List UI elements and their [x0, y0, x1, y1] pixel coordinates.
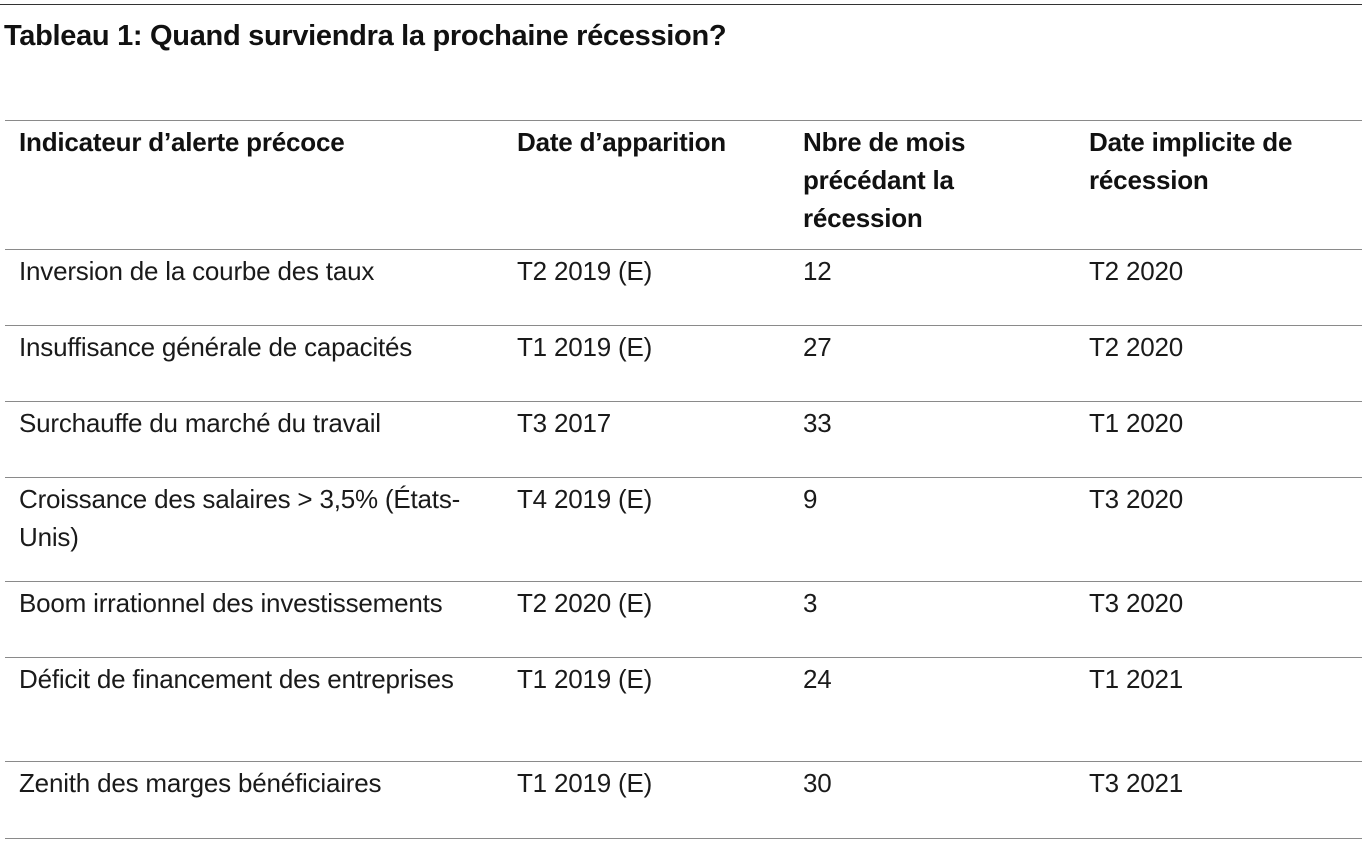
cell-indicator: Surchauffe du marché du travail	[19, 408, 381, 438]
cell-indicator: Zenith des marges bénéficiaires	[19, 768, 382, 798]
cell-implied-date: T3 2020	[1089, 588, 1184, 618]
cell-months-before: 9	[803, 484, 818, 514]
top-rule	[0, 4, 1362, 5]
cell-indicator: Inversion de la courbe des taux	[19, 256, 375, 286]
cell-indicator: Boom irrationnel des investissements	[19, 588, 443, 618]
cell-months-before: 30	[803, 768, 832, 798]
table-row: Zenith des marges bénéficiaires T1 2019 …	[5, 762, 1362, 839]
cell-indicator: Croissance des salaires > 3,5% (États-Un…	[19, 484, 461, 552]
cell-implied-date: T1 2020	[1089, 408, 1184, 438]
cell-date-appearance: T2 2020 (E)	[517, 588, 653, 618]
cell-implied-date: T3 2021	[1089, 768, 1184, 798]
cell-date-appearance: T4 2019 (E)	[517, 484, 653, 514]
header-implied-date: Date implicite de récession	[1089, 127, 1293, 195]
cell-implied-date: T2 2020	[1089, 256, 1184, 286]
cell-date-appearance: T2 2019 (E)	[517, 256, 653, 286]
table-header-row: Indicateur d’alerte précoce Date d’appar…	[5, 121, 1362, 250]
cell-months-before: 27	[803, 332, 832, 362]
cell-months-before: 24	[803, 664, 832, 694]
table-row: Surchauffe du marché du travail T3 2017 …	[5, 402, 1362, 478]
cell-indicator: Insuffisance générale de capacités	[19, 332, 413, 362]
cell-indicator: Déficit de financement des entreprises	[19, 664, 454, 694]
cell-months-before: 3	[803, 588, 818, 618]
cell-months-before: 12	[803, 256, 832, 286]
cell-implied-date: T1 2021	[1089, 664, 1184, 694]
table-row: Boom irrationnel des investissements T2 …	[5, 582, 1362, 658]
cell-date-appearance: T3 2017	[517, 408, 612, 438]
table-row: Inversion de la courbe des taux T2 2019 …	[5, 250, 1362, 326]
table-row: Déficit de financement des entreprises T…	[5, 658, 1362, 762]
table-row: Insuffisance générale de capacités T1 20…	[5, 326, 1362, 402]
table-title: Tableau 1: Quand surviendra la prochaine…	[4, 20, 727, 52]
header-date-appearance: Date d’apparition	[517, 127, 726, 157]
cell-date-appearance: T1 2019 (E)	[517, 664, 653, 694]
cell-months-before: 33	[803, 408, 832, 438]
cell-implied-date: T2 2020	[1089, 332, 1184, 362]
header-indicator: Indicateur d’alerte précoce	[19, 127, 345, 157]
header-months-before: Nbre de mois précédant la récession	[803, 127, 966, 233]
cell-date-appearance: T1 2019 (E)	[517, 768, 653, 798]
cell-implied-date: T3 2020	[1089, 484, 1184, 514]
recession-table: Indicateur d’alerte précoce Date d’appar…	[5, 120, 1362, 839]
table-row: Croissance des salaires > 3,5% (États-Un…	[5, 478, 1362, 582]
cell-date-appearance: T1 2019 (E)	[517, 332, 653, 362]
